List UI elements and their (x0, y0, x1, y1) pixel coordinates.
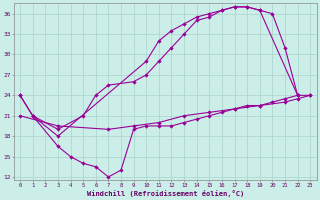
X-axis label: Windchill (Refroidissement éolien,°C): Windchill (Refroidissement éolien,°C) (86, 190, 244, 197)
